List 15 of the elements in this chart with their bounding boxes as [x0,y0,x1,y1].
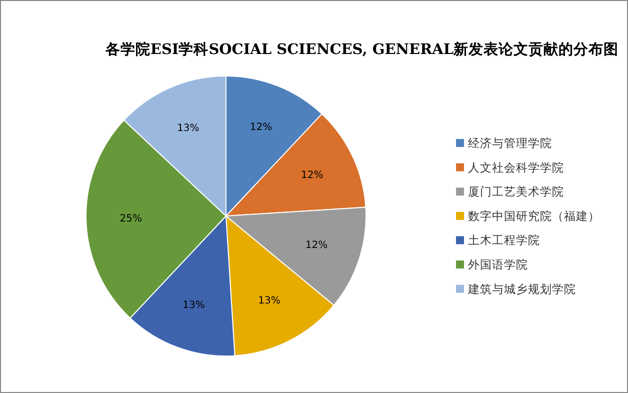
legend-label: 外国语学院 [468,258,528,272]
legend-label: 经济与管理学院 [468,136,552,150]
legend-label: 人文社会科学学院 [468,160,564,174]
legend-label: 土木工程学院 [468,233,540,248]
chart-title: 各学院ESI学科SOCIAL SCIENCES, GENERAL新发表论文贡献的分布图 [104,40,619,58]
legend-label: 厦门工艺美术学院 [468,184,564,199]
legend-label: 建筑与城乡规划学院 [467,282,576,296]
data-label: 13% [182,300,205,312]
data-label: 25% [120,213,142,224]
data-label: 12% [250,122,272,133]
data-label: 13% [177,123,200,134]
legend-label: 数字中国研究院（福建） [468,208,600,223]
data-label: 12% [301,170,324,181]
data-label: 12% [305,240,328,251]
data-label: 13% [258,295,280,306]
